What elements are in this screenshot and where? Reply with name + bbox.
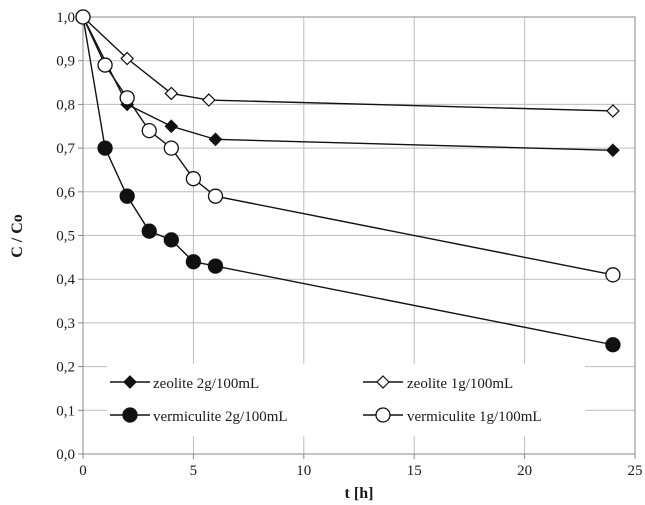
data-point bbox=[605, 337, 621, 353]
data-point bbox=[119, 188, 135, 204]
y-tick-label: 0,7 bbox=[56, 141, 75, 157]
data-point bbox=[75, 9, 91, 25]
y-tick-label: 0,4 bbox=[56, 272, 75, 288]
y-tick-label: 0,8 bbox=[56, 97, 75, 113]
data-point bbox=[119, 90, 135, 106]
data-point bbox=[606, 143, 620, 158]
series-3 bbox=[75, 9, 621, 283]
series-line bbox=[82, 16, 613, 151]
series-line bbox=[82, 16, 614, 346]
data-point bbox=[164, 86, 179, 101]
data-point bbox=[163, 232, 179, 248]
x-tick-label: 15 bbox=[407, 463, 422, 479]
data-point bbox=[141, 223, 157, 239]
series-line bbox=[82, 16, 613, 112]
data-point bbox=[164, 119, 179, 134]
legend-marker bbox=[376, 375, 390, 389]
legend-label-zeolite-2g: zeolite 2g/100mL bbox=[153, 376, 259, 392]
y-tick-label: 1,0 bbox=[56, 10, 75, 26]
data-point bbox=[97, 140, 113, 156]
x-axis-ticks: 0 5 10 15 20 25 bbox=[79, 454, 643, 479]
legend-marker bbox=[122, 407, 138, 423]
data-point bbox=[605, 267, 621, 283]
x-tick-label: 10 bbox=[296, 463, 311, 479]
y-tick-label: 0,1 bbox=[56, 403, 75, 419]
data-point bbox=[120, 51, 135, 66]
legend-marker bbox=[123, 375, 137, 389]
data-point bbox=[202, 93, 216, 107]
series-group bbox=[75, 9, 621, 353]
series-1 bbox=[76, 10, 620, 118]
x-tick-label: 0 bbox=[79, 463, 87, 479]
x-axis-title: t [h] bbox=[345, 485, 374, 502]
legend-label-zeolite-1g: zeolite 1g/100mL bbox=[407, 376, 513, 392]
data-point bbox=[207, 188, 224, 204]
legend-marker bbox=[375, 407, 391, 423]
y-tick-label: 0,2 bbox=[56, 360, 75, 376]
data-point bbox=[207, 258, 224, 274]
x-tick-label: 20 bbox=[517, 463, 532, 479]
y-tick-label: 0,6 bbox=[56, 185, 75, 201]
y-tick-label: 0,5 bbox=[56, 229, 75, 245]
data-point bbox=[163, 140, 179, 156]
legend-label-vermiculite-1g: vermiculite 1g/100mL bbox=[407, 409, 542, 425]
data-point bbox=[185, 254, 202, 270]
data-point bbox=[208, 132, 223, 147]
x-tick-label: 25 bbox=[628, 463, 643, 479]
data-point bbox=[141, 122, 157, 139]
legend: zeolite 2g/100mL zeolite 1g/100mL vermic… bbox=[107, 364, 585, 436]
y-axis-title: C / Co bbox=[9, 214, 26, 258]
y-tick-label: 0,3 bbox=[56, 316, 75, 332]
series-2 bbox=[75, 9, 621, 353]
x-tick-label: 5 bbox=[190, 463, 198, 479]
legend-box bbox=[107, 364, 585, 436]
data-point bbox=[185, 171, 202, 187]
y-tick-label: 0,9 bbox=[56, 54, 75, 70]
y-tick-label: 0,0 bbox=[56, 447, 75, 463]
data-point bbox=[606, 104, 620, 118]
y-axis-ticks: 0,0 0,1 0,2 0,3 0,4 0,5 0,6 0,7 0,8 0,9 1,0 bbox=[56, 10, 83, 463]
legend-label-vermiculite-2g: vermiculite 2g/100mL bbox=[153, 409, 288, 425]
legend-markers bbox=[110, 375, 403, 423]
data-point bbox=[97, 57, 113, 73]
